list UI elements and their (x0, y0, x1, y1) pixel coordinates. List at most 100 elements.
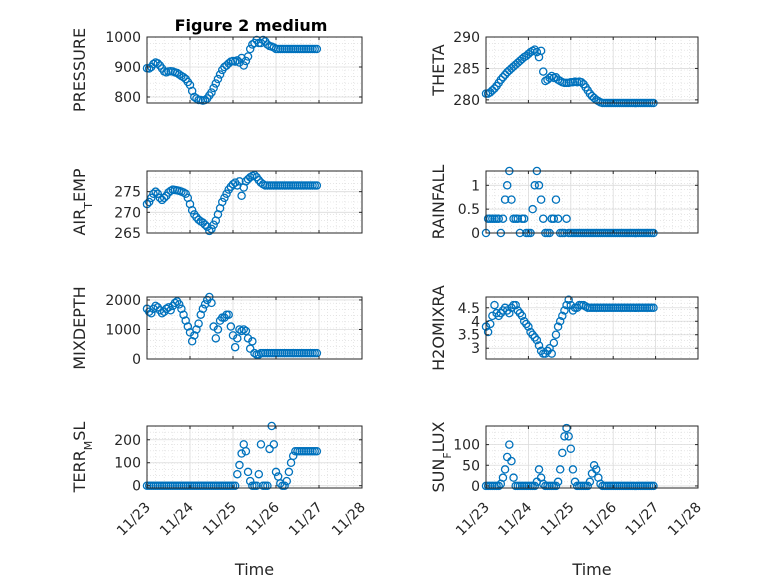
data-point (530, 481, 540, 491)
y-tick-label: 1 (471, 178, 480, 194)
subplot-2: 280 285 290 THETA (429, 30, 699, 109)
data-point (220, 193, 229, 203)
data-point (577, 78, 586, 87)
data-point (250, 348, 259, 358)
data-point (502, 181, 512, 190)
data-point (239, 61, 248, 70)
x-tick-label: 11/27 (286, 500, 326, 540)
data-point (496, 75, 506, 84)
data-point (200, 220, 210, 229)
data-point (151, 301, 160, 311)
data-point (245, 476, 255, 486)
data-point (551, 481, 561, 491)
y-axis-label: PRESSURE (70, 28, 89, 112)
x-tick-label: 11/28 (665, 500, 705, 540)
data-point (252, 481, 261, 490)
data-point (144, 197, 154, 207)
data-point (555, 465, 565, 474)
data-point (585, 89, 595, 98)
axes-box (146, 296, 363, 360)
data-point (485, 319, 495, 329)
data-point (207, 298, 216, 308)
y-axis-label: THETA (429, 44, 448, 96)
data-point (245, 44, 255, 54)
x-tick-label: 11/24 (157, 499, 197, 539)
data-point (153, 189, 162, 198)
y-tick-label: 275 (114, 185, 141, 201)
data-point (483, 327, 493, 337)
data-point (282, 476, 291, 486)
subplot-7: 0 100 200 11/23 11/24 11/25 11/26 11/27 11/28 Tim… (70, 422, 369, 579)
y-tick-label: 3 (471, 341, 480, 357)
data-point (507, 195, 516, 204)
plot-area (147, 297, 362, 359)
data-point (536, 195, 546, 204)
data-point (488, 311, 497, 321)
data-point (558, 448, 567, 458)
data-point (239, 325, 248, 334)
subplot-6: 33.544.5 H2OMIXRA (429, 285, 699, 371)
data-point (170, 298, 180, 308)
data-point (545, 73, 554, 83)
subplot-8: 0 50 100 11/23 11/24 11/25 11/26 11/27 11/28 Time… (429, 421, 705, 579)
data-point (490, 300, 499, 310)
data-point (312, 181, 322, 190)
data-point (649, 481, 658, 491)
y-tick-label: 2000 (105, 293, 141, 309)
y-tick-label: 1000 (105, 322, 141, 338)
data-point (284, 467, 294, 477)
data-point (241, 447, 251, 456)
data-point (534, 341, 544, 350)
data-point (149, 189, 158, 198)
subplot-3: 265 270 275 AIRTEMP (70, 168, 363, 242)
subplot-4: 0 0.5 1 RAINFALL (429, 165, 699, 242)
axes-box (146, 425, 363, 489)
data-point (585, 477, 595, 487)
data-point (549, 338, 559, 348)
x-tick-label: 11/23 (114, 500, 154, 540)
data-point (179, 72, 188, 82)
data-point (233, 56, 242, 65)
data-point (649, 303, 658, 313)
data-point (224, 310, 233, 319)
data-point (498, 473, 508, 482)
data-point (505, 440, 514, 449)
data-point (245, 344, 255, 353)
data-point (538, 214, 548, 223)
data-point (549, 214, 559, 223)
data-point (488, 86, 497, 95)
y-tick-label: 280 (453, 93, 480, 109)
data-point (532, 335, 542, 345)
data-point (243, 52, 253, 61)
data-point (498, 72, 508, 82)
data-point (490, 84, 499, 93)
data-point (288, 451, 298, 461)
data-point (207, 88, 216, 97)
data-point (237, 326, 246, 336)
y-tick-label: 900 (114, 60, 141, 76)
data-point (209, 83, 218, 93)
axes-box (146, 36, 363, 104)
data-point (494, 214, 503, 223)
data-point (153, 59, 162, 68)
y-axis-label: AIRTEMP (70, 168, 95, 235)
data-point (500, 465, 510, 474)
data-point (265, 444, 274, 454)
data-point (194, 319, 203, 328)
data-point (241, 326, 251, 336)
y-tick-label: 285 (453, 61, 480, 77)
data-point (194, 215, 203, 225)
data-point (534, 465, 544, 474)
data-point (147, 308, 156, 318)
y-axis-label: MIXDEPTH (70, 286, 89, 369)
data-point (198, 304, 208, 314)
data-point (498, 214, 508, 223)
y-tick-label: 0 (132, 352, 141, 368)
data-point (560, 432, 569, 441)
data-point (532, 47, 542, 57)
y-tick-label: 50 (462, 458, 480, 474)
data-point (591, 465, 601, 474)
x-tick-label: 11/25 (538, 500, 578, 540)
data-point (530, 181, 540, 190)
